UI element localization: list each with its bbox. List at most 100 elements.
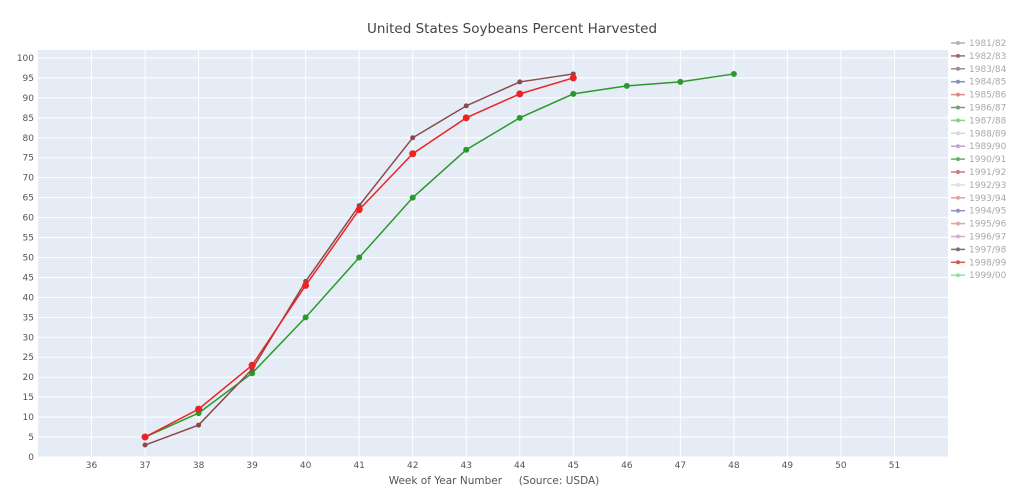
legend-item[interactable]: 1982/83 (951, 52, 1006, 62)
x-tick-label: 37 (139, 461, 150, 471)
legend-item[interactable]: 1981/82 (951, 39, 1006, 49)
legend-marker (956, 41, 960, 45)
y-tick-label: 40 (23, 293, 35, 303)
legend-marker (956, 144, 960, 149)
legend[interactable]: 1981/82 1982/83 1983/84 1984/85 1985/86 1986/… (951, 39, 1007, 281)
data-point (730, 70, 737, 77)
legend-marker (956, 66, 960, 71)
data-point (356, 254, 363, 261)
plot-area (38, 50, 948, 457)
x-tick-label: 48 (728, 461, 740, 471)
data-point (623, 82, 630, 89)
data-point (517, 79, 523, 85)
data-point (409, 150, 417, 158)
legend-label: 1983/84 (969, 65, 1007, 75)
data-point (516, 114, 523, 121)
legend-marker (956, 118, 960, 123)
gridlines (38, 50, 948, 458)
legend-item[interactable]: 1986/87 (951, 104, 1006, 114)
data-point (516, 90, 524, 98)
x-tick-label: 38 (193, 461, 205, 471)
y-tick-label: 70 (23, 174, 35, 184)
data-point (569, 74, 577, 82)
legend-marker (956, 195, 960, 200)
legend-item[interactable]: 1999/00 (951, 271, 1007, 281)
legend-label: 1995/96 (969, 220, 1007, 230)
data-point (409, 194, 416, 201)
legend-marker (956, 182, 960, 187)
y-tick-label: 15 (23, 393, 34, 403)
y-tick-label: 65 (23, 194, 34, 204)
legend-item[interactable]: 1993/94 (951, 194, 1007, 204)
legend-marker (956, 79, 960, 84)
y-tick-label: 5 (28, 433, 34, 443)
x-tick-label: 51 (889, 461, 900, 471)
y-tick-label: 35 (23, 313, 34, 323)
legend-marker (956, 221, 960, 226)
data-point (141, 433, 149, 441)
y-tick-label: 75 (23, 154, 34, 164)
y-tick-label: 30 (23, 333, 35, 343)
legend-label: 1981/82 (969, 39, 1006, 49)
legend-item[interactable]: 1985/86 (951, 91, 1007, 101)
y-tick-label: 80 (23, 134, 35, 144)
legend-label: 1987/88 (969, 116, 1007, 126)
legend-label: 1985/86 (969, 91, 1007, 101)
data-point (302, 314, 309, 321)
legend-item[interactable]: 1984/85 (951, 78, 1006, 88)
data-point (248, 361, 256, 369)
legend-item[interactable]: 1998/99 (951, 258, 1007, 268)
legend-label: 1982/83 (969, 52, 1006, 62)
legend-item[interactable]: 1995/96 (951, 220, 1007, 230)
legend-marker (956, 53, 960, 58)
data-point (355, 206, 363, 214)
legend-marker (956, 208, 960, 213)
legend-item[interactable]: 1997/98 (951, 245, 1007, 255)
legend-item[interactable]: 1996/97 (951, 233, 1006, 243)
legend-marker (956, 247, 960, 252)
legend-label: 1990/91 (969, 155, 1006, 165)
legend-item[interactable]: 1992/93 (951, 181, 1006, 191)
legend-marker (956, 157, 960, 162)
legend-label: 1997/98 (969, 245, 1007, 255)
x-tick-label: 46 (621, 461, 633, 471)
x-tick-labels: 36 37 38 39 40 41 42 43 44 45 46 47 48 49 50 51 (86, 461, 900, 471)
legend-marker (956, 170, 960, 174)
y-tick-label: 0 (28, 453, 34, 463)
y-tick-label: 85 (23, 114, 34, 124)
y-tick-labels: 0 5 10 15 20 25 30 35 40 45 50 55 60 65 70 75 80 85 90 95 10… (17, 54, 34, 463)
y-tick-label: 20 (23, 373, 35, 383)
y-tick-label: 50 (23, 253, 35, 263)
legend-item[interactable]: 1994/95 (951, 207, 1006, 217)
data-point (195, 405, 203, 413)
x-tick-label: 42 (407, 461, 418, 471)
y-tick-label: 10 (23, 413, 35, 423)
legend-label: 1992/93 (969, 181, 1006, 191)
legend-label: 1986/87 (969, 104, 1006, 114)
data-point (677, 78, 684, 85)
data-point (462, 114, 470, 122)
legend-label: 1998/99 (969, 258, 1007, 268)
y-tick-label: 100 (17, 54, 34, 64)
y-tick-label: 60 (23, 214, 35, 224)
legend-label: 1988/89 (969, 129, 1007, 139)
legend-marker (956, 92, 960, 97)
legend-label: 1994/95 (969, 207, 1006, 217)
data-point (463, 103, 469, 109)
legend-item[interactable]: 1990/91 (951, 155, 1006, 165)
data-point (410, 135, 416, 141)
legend-item[interactable]: 1991/92 (951, 168, 1006, 178)
y-tick-label: 25 (23, 353, 34, 363)
legend-item[interactable]: 1989/90 (951, 142, 1007, 152)
y-tick-label: 45 (23, 273, 34, 283)
legend-marker (956, 131, 960, 136)
legend-label: 1999/00 (969, 271, 1007, 281)
legend-item[interactable]: 1988/89 (951, 129, 1007, 139)
x-tick-label: 43 (461, 461, 472, 471)
legend-item[interactable]: 1987/88 (951, 116, 1007, 126)
x-tick-label: 36 (86, 461, 98, 471)
legend-item[interactable]: 1983/84 (951, 65, 1007, 75)
x-tick-label: 41 (353, 461, 364, 471)
x-tick-label: 45 (568, 461, 579, 471)
